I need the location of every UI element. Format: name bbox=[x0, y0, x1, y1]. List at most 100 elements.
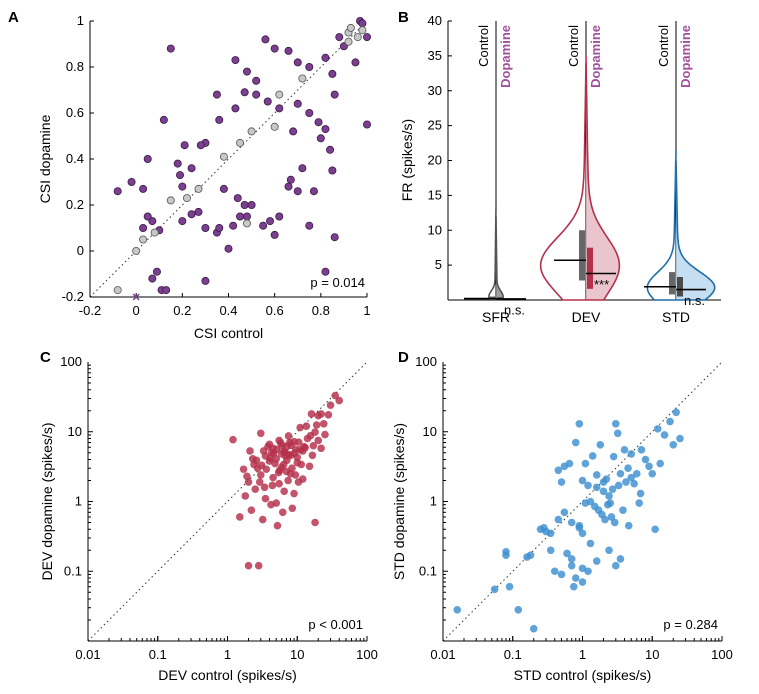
panel-label-c: C bbox=[40, 349, 51, 366]
panel-a-point-purple bbox=[293, 187, 302, 196]
panel-a-point-grey bbox=[242, 219, 251, 228]
panel-c-point bbox=[256, 471, 265, 479]
panel-a-point-purple bbox=[305, 63, 314, 72]
panel-a-point-purple bbox=[231, 56, 240, 65]
panel-a-p-value: p = 0.014 bbox=[310, 275, 365, 290]
panel-d-point bbox=[610, 518, 619, 527]
panel-a-point-grey bbox=[132, 246, 141, 255]
panel-a-point-grey bbox=[139, 235, 148, 244]
panel-a-point-purple bbox=[252, 76, 261, 85]
panel-d-point bbox=[630, 479, 638, 488]
panel-c-point bbox=[271, 459, 279, 468]
panel-a-x-tick-label: 0.8 bbox=[312, 303, 330, 318]
panel-c-y-tick-label: 0.1 bbox=[64, 563, 82, 578]
panel-b-violin-dopamine-std bbox=[675, 160, 716, 301]
panel-d-point bbox=[648, 469, 657, 478]
panel-c-y-tick-label: 1 bbox=[75, 494, 82, 509]
panel-b-y-tick-label: 20 bbox=[428, 153, 442, 168]
panel-a-point-purple bbox=[252, 90, 261, 99]
panel-a-point-grey bbox=[346, 23, 355, 32]
panel-d-point bbox=[624, 521, 633, 530]
panel-b-dopamine-label: Dopamine bbox=[498, 25, 513, 88]
panel-b-category-label-std: STD bbox=[662, 309, 690, 325]
panel-a-point-purple bbox=[259, 221, 268, 230]
panel-c-point bbox=[264, 442, 272, 451]
panel-c-point bbox=[326, 401, 335, 410]
panel-a-point-grey bbox=[275, 90, 284, 99]
panel-a-point-purple bbox=[328, 69, 337, 78]
panel-a-point-purple bbox=[270, 230, 279, 239]
panel-b-significance-sfr: n.s. bbox=[504, 302, 525, 317]
panel-a-point-grey bbox=[150, 228, 159, 237]
panel-a-point-purple bbox=[266, 217, 275, 226]
panel-b-y-tick-label: 25 bbox=[428, 118, 442, 133]
panel-d-point bbox=[569, 582, 578, 591]
panel-a-point-purple bbox=[242, 67, 251, 76]
panel-a-point-grey bbox=[270, 122, 279, 131]
panel-d-point bbox=[608, 485, 617, 494]
panel-c-point bbox=[296, 423, 304, 432]
panel-a-point-grey bbox=[194, 184, 203, 193]
panel-d-point bbox=[666, 417, 674, 426]
panel-c-point bbox=[311, 518, 319, 527]
panel-a-point-purple bbox=[139, 223, 148, 232]
panel-d-point bbox=[627, 473, 636, 482]
panel-c-point bbox=[309, 441, 318, 450]
panel-d-point bbox=[546, 546, 555, 555]
panel-d-y-label: STD dopamine (spikes/s) bbox=[391, 423, 407, 580]
panel-c-point bbox=[307, 410, 316, 418]
panel-d-point bbox=[611, 561, 620, 570]
panel-a-point-purple bbox=[240, 88, 249, 97]
panel-a-point-purple bbox=[139, 184, 148, 193]
panel-d-point bbox=[641, 455, 650, 464]
panel-b-y-tick-label: 30 bbox=[428, 83, 442, 98]
panel-c-point bbox=[284, 432, 293, 440]
panel-a-point-purple bbox=[176, 171, 185, 180]
panel-a-point-purple bbox=[196, 141, 205, 150]
panel-a-point-purple bbox=[261, 35, 270, 44]
panel-a-x-tick-label: 0.2 bbox=[173, 303, 191, 318]
panel-c-point bbox=[255, 478, 264, 486]
panel-d-point bbox=[609, 452, 618, 461]
panel-b-y-tick-label: 10 bbox=[428, 222, 442, 237]
panel-c-point bbox=[297, 460, 306, 469]
panel-d-point bbox=[656, 459, 664, 468]
panel-a-point-purple bbox=[314, 118, 323, 127]
panel-d-point bbox=[672, 408, 680, 417]
panel-d-x-tick-label: 0.01 bbox=[430, 647, 455, 662]
panel-c-p-value: p < 0.001 bbox=[308, 617, 363, 632]
panel-c-y-tick-label: 100 bbox=[60, 354, 82, 369]
panel-d-point bbox=[603, 500, 612, 509]
panel-d-point bbox=[567, 518, 576, 527]
panel-b-violin-dopamine-dev bbox=[585, 55, 621, 301]
panel-d-point bbox=[599, 478, 608, 486]
panel-a-point-purple bbox=[275, 104, 284, 113]
panel-b-iqr-dopamine-std bbox=[677, 276, 683, 297]
panel-c-point bbox=[321, 430, 329, 439]
panel-c-point bbox=[288, 504, 297, 513]
panel-c-point bbox=[300, 442, 308, 451]
panel-d-point bbox=[601, 515, 609, 524]
panel-d-point bbox=[616, 555, 625, 563]
panel-label-b: B bbox=[398, 9, 409, 26]
panel-c-point bbox=[241, 492, 250, 500]
panel-c-point bbox=[244, 478, 253, 486]
panel-a-point-purple bbox=[173, 159, 182, 168]
panel-d-point bbox=[620, 446, 629, 454]
panel-a-point-purple bbox=[362, 33, 371, 42]
panel-a-point-purple bbox=[284, 182, 293, 191]
panel-d-x-tick-label: 10 bbox=[645, 647, 659, 662]
panel-b-control-label: Control bbox=[656, 25, 671, 67]
panel-d-point bbox=[614, 481, 623, 490]
panel-c-point bbox=[235, 513, 244, 521]
panel-a-point-purple bbox=[305, 109, 314, 118]
panel-c-point bbox=[273, 445, 281, 454]
panel-a-point-purple bbox=[162, 286, 171, 295]
panel-c-point bbox=[258, 515, 267, 524]
panel-d-y-tick-label: 10 bbox=[423, 424, 437, 439]
panel-d-point bbox=[567, 561, 576, 570]
panel-d-point bbox=[645, 462, 653, 471]
panel-d-point bbox=[592, 471, 601, 479]
panel-b-violin-control-dev bbox=[539, 62, 587, 301]
panel-c-x-tick-label: 100 bbox=[356, 647, 378, 662]
